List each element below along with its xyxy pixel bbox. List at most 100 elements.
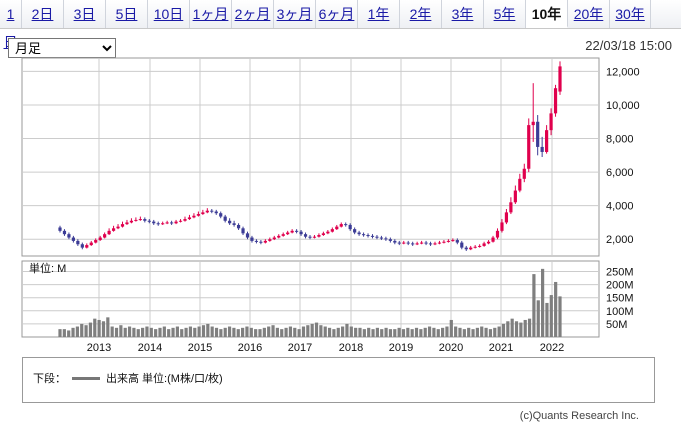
volume-bar (497, 326, 501, 337)
volume-bar (245, 326, 249, 337)
volume-bar (80, 323, 84, 337)
candle-body (277, 235, 281, 238)
volume-bar (258, 329, 262, 337)
price-tick-labels: 2,000 4,000 6,000 8,000 10,000 12,000 (606, 66, 640, 246)
tab-6[interactable]: 2ヶ月 (232, 0, 274, 28)
volume-tick-label: 150M (606, 293, 634, 305)
volume-bar (501, 323, 506, 337)
volume-bar (154, 329, 158, 337)
year-tick-label: 2021 (489, 342, 513, 354)
candle-body (326, 231, 330, 234)
volume-bar (454, 326, 458, 337)
volume-bar (97, 319, 101, 337)
tab-9[interactable]: 1年 (358, 0, 400, 28)
volume-bar (275, 327, 279, 337)
tab-15[interactable]: 30年 (610, 0, 651, 28)
candle-body (143, 219, 147, 221)
candle-body (464, 247, 468, 250)
tab-3[interactable]: 5日 (106, 0, 148, 28)
candle-body (460, 242, 464, 248)
volume-bar (223, 327, 227, 337)
candle-body (161, 223, 165, 225)
volume-bar (397, 327, 401, 337)
candle-body (94, 240, 98, 243)
year-tick-label: 2018 (339, 342, 363, 354)
candle-body (558, 66, 562, 92)
volume-bar (432, 327, 436, 337)
tab-5[interactable]: 1ヶ月 (190, 0, 232, 28)
candle-body (183, 219, 187, 221)
candle-body (170, 222, 174, 224)
volume-grid (22, 261, 599, 337)
candle-body (420, 242, 424, 244)
volume-bar (93, 318, 97, 337)
volume-bar (480, 326, 484, 337)
year-tick-label: 2015 (188, 342, 212, 354)
tab-12[interactable]: 5年 (484, 0, 526, 28)
candle-body (187, 217, 192, 220)
volume-tick-label: 250M (606, 266, 634, 278)
price-grid (22, 58, 599, 256)
candle-body (397, 242, 401, 244)
volume-bar (88, 322, 93, 337)
copyright: (c)Quants Research Inc. (519, 410, 639, 422)
tab-7[interactable]: 3ヶ月 (274, 0, 316, 28)
candle-body (357, 232, 361, 235)
volume-bar (184, 327, 188, 337)
candle-body (353, 229, 357, 233)
tab-2[interactable]: 3日 (64, 0, 106, 28)
candle-period-select[interactable]: 月足 (8, 38, 116, 58)
tab-1[interactable]: 2日 (22, 0, 64, 28)
volume-tick-label: 50M (606, 319, 627, 331)
volume-bar (175, 326, 179, 337)
price-tick-label: 6,000 (606, 167, 634, 179)
volume-bar (367, 327, 371, 337)
period-tabs: 1日2日3日5日10日1ヶ月2ヶ月3ヶ月6ヶ月1年2年3年5年10年20年30年 (0, 0, 681, 50)
volume-bar (449, 319, 453, 337)
candle-body (263, 240, 267, 243)
tab-8[interactable]: 6ヶ月 (316, 0, 358, 28)
candle-body (482, 243, 486, 246)
candle-body (321, 233, 325, 236)
volume-bar (123, 327, 127, 337)
volume-bar (388, 329, 393, 337)
volume-bar (227, 326, 232, 337)
candle-body (536, 121, 540, 147)
tab-4[interactable]: 10日 (148, 0, 190, 28)
tab-13[interactable]: 10年 (526, 0, 568, 28)
candle-body (281, 234, 285, 236)
volume-bar (193, 327, 197, 337)
volume-bar (314, 322, 319, 337)
candle-body (469, 247, 473, 250)
candle-body (62, 230, 67, 235)
tab-11[interactable]: 3年 (442, 0, 484, 28)
volume-bar (67, 330, 71, 337)
candle-body (272, 237, 276, 240)
volume-bar (541, 268, 545, 337)
volume-bar (358, 327, 362, 337)
year-tick-label: 2019 (389, 342, 413, 354)
year-tick-label: 2022 (540, 342, 564, 354)
volume-bar (188, 326, 193, 337)
tab-10[interactable]: 2年 (400, 0, 442, 28)
candle-body (335, 226, 339, 230)
volume-bar (119, 325, 123, 337)
volume-bar (401, 329, 406, 337)
volume-bar (249, 327, 253, 337)
year-tick-labels: 2013 2014 2015 2016 2017 2018 2019 2020 2021 2022 (87, 342, 564, 354)
candle-body (299, 231, 303, 235)
candle-body (129, 220, 134, 223)
candle-body (228, 220, 232, 224)
volume-bar (162, 326, 166, 337)
volume-bar (271, 325, 275, 337)
candles (58, 61, 562, 251)
volume-bar (167, 329, 171, 337)
volume-bar (462, 329, 466, 337)
volume-bar (171, 327, 175, 337)
volume-bar (210, 326, 214, 337)
volume-bar (327, 327, 332, 337)
tab-14[interactable]: 20年 (568, 0, 610, 28)
volume-bar (197, 326, 201, 337)
volume-bar (336, 327, 340, 337)
volume-bar (380, 329, 384, 337)
